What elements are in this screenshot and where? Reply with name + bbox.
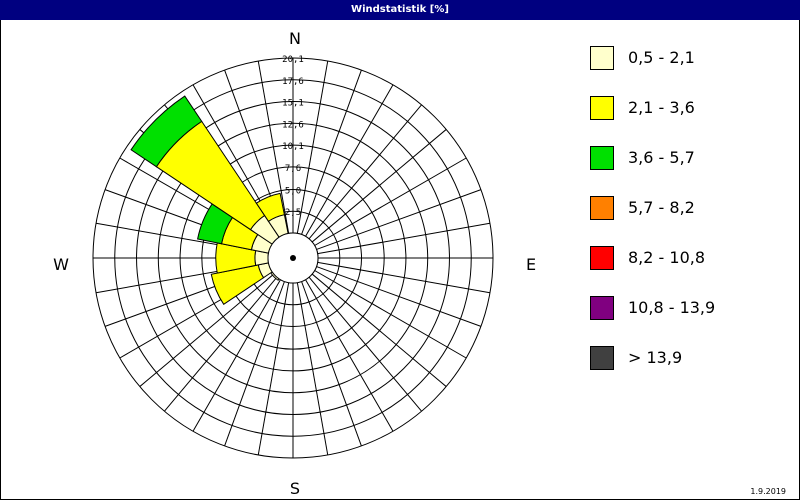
grid-spoke: [301, 69, 362, 235]
legend-label: 8,2 - 10,8: [628, 248, 706, 267]
legend-swatch: [590, 346, 614, 370]
legend-item: 10,8 - 13,9: [590, 296, 790, 322]
petal-nw-class-3: [130, 95, 203, 168]
radial-tick-label: 2,5: [285, 208, 301, 218]
legend-item: 2,1 - 3,6: [590, 96, 790, 122]
grid-spoke: [301, 281, 362, 447]
grid-spoke: [308, 104, 422, 240]
grid-spoke: [311, 129, 447, 243]
legend-swatch: [590, 196, 614, 220]
compass-west: W: [53, 255, 69, 274]
window-title: Windstatistik [%]: [0, 0, 800, 20]
radial-tick-labels: 2,5 5,0 7,6 10,1 12,6 15,1 17,6 20,1: [282, 55, 304, 218]
compass-east: E: [526, 255, 536, 274]
petal-nnw-class-2: [255, 192, 285, 222]
grid-spoke: [316, 266, 482, 327]
legend-item: 0,5 - 2,1: [590, 46, 790, 72]
legend-label: 10,8 - 13,9: [628, 298, 716, 317]
grid-spoke: [296, 60, 329, 234]
grid-spoke: [314, 270, 467, 359]
legend-label: 0,5 - 2,1: [628, 48, 695, 67]
radial-tick-label: 15,1: [282, 99, 304, 109]
grid-spoke: [305, 84, 394, 237]
grid-spoke: [317, 261, 491, 294]
radial-tick-label: 12,6: [282, 120, 304, 130]
radial-tick-label: 20,1: [282, 55, 304, 65]
legend-label: > 13,9: [628, 348, 683, 367]
grid-spoke: [305, 279, 394, 432]
grid-spoke: [257, 60, 290, 234]
grid-spoke: [164, 276, 278, 412]
radial-tick-label: 7,6: [285, 164, 301, 174]
legend-swatch: [590, 46, 614, 70]
legend-item: 3,6 - 5,7: [590, 146, 790, 172]
legend-swatch: [590, 96, 614, 120]
legend-item: 5,7 - 8,2: [590, 196, 790, 222]
legend-swatch: [590, 296, 614, 320]
grid-spoke: [311, 273, 447, 387]
grid-spoke: [192, 279, 281, 432]
legend-swatch: [590, 146, 614, 170]
radial-tick-label: 5,0: [285, 186, 301, 196]
legend-item: > 13,9: [590, 346, 790, 372]
wind-petals: [130, 95, 289, 305]
grid-spoke: [317, 222, 491, 255]
legend-item: 8,2 - 10,8: [590, 246, 790, 272]
grid-spoke: [316, 189, 482, 250]
radial-tick-label: 17,6: [282, 77, 304, 87]
polar-grid: [92, 57, 494, 459]
legend-label: 3,6 - 5,7: [628, 148, 695, 167]
legend-label: 5,7 - 8,2: [628, 198, 695, 217]
legend-swatch: [590, 246, 614, 270]
calm-center: [267, 232, 319, 284]
grid-spoke: [296, 282, 329, 456]
legend-label: 2,1 - 3,6: [628, 98, 695, 117]
compass-south: S: [290, 479, 300, 498]
compass-north: N: [289, 29, 301, 48]
grid-spoke: [139, 273, 275, 387]
grid-spoke: [314, 157, 467, 246]
grid-spoke: [308, 276, 422, 412]
footer-date: 1.9.2019: [750, 487, 786, 496]
radial-tick-label: 10,1: [282, 142, 304, 152]
grid-spoke: [224, 281, 285, 447]
grid-spoke: [257, 282, 290, 456]
center-dot: [290, 255, 296, 261]
petal-wsw-class-2: [210, 264, 265, 305]
